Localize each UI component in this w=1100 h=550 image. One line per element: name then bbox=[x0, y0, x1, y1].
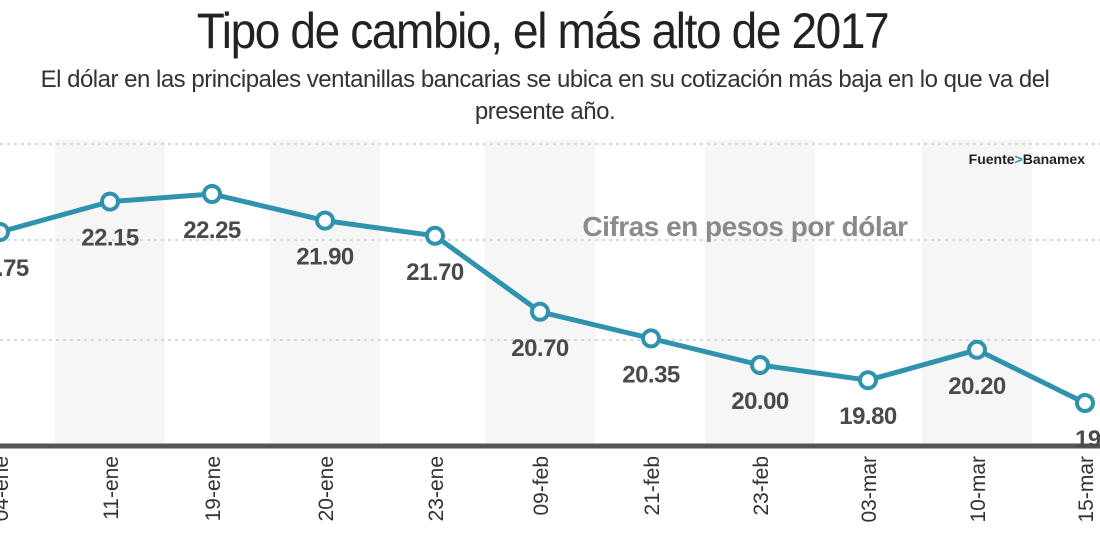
data-point bbox=[100, 191, 120, 212]
source-name: Banamex bbox=[1023, 151, 1085, 167]
x-tick-label: 21-feb bbox=[641, 456, 664, 516]
data-point bbox=[425, 225, 445, 246]
data-label: 19.80 bbox=[839, 403, 897, 430]
data-point bbox=[0, 222, 10, 242]
chart-title: Tipo de cambio, el más alto de 2017 bbox=[196, 3, 890, 59]
data-label: 20.00 bbox=[731, 388, 789, 415]
units-annotation: Cifras en pesos por dólar bbox=[582, 211, 908, 242]
data-point bbox=[858, 370, 878, 391]
column-band bbox=[705, 140, 815, 444]
data-point bbox=[967, 339, 987, 360]
column-band bbox=[485, 140, 595, 444]
column-band bbox=[270, 140, 380, 444]
x-tick-label: 23-feb bbox=[750, 456, 773, 516]
data-point bbox=[641, 328, 661, 349]
x-tick-label: 09-feb bbox=[530, 456, 553, 516]
x-tick-label: 03-mar bbox=[858, 456, 881, 523]
x-tick-label: 20-ene bbox=[315, 456, 338, 521]
data-label: 19.5 bbox=[1075, 426, 1100, 453]
data-point bbox=[750, 355, 770, 375]
data-label: 21.75 bbox=[0, 255, 29, 282]
chart-subtitle: El dólar en las principales ventanillas … bbox=[40, 66, 1050, 125]
data-point bbox=[202, 184, 222, 204]
column-band bbox=[922, 140, 1032, 444]
data-label: 22.15 bbox=[81, 225, 139, 252]
data-point bbox=[530, 301, 550, 322]
x-tick-label: 19-ene bbox=[202, 456, 225, 521]
data-point bbox=[315, 210, 335, 231]
column-band bbox=[55, 140, 165, 444]
x-tick-label: 04-ene bbox=[0, 456, 13, 521]
x-tick-label: 10-mar bbox=[967, 456, 990, 523]
data-label: 21.70 bbox=[406, 259, 464, 286]
source-note: Fuente>Banamex bbox=[969, 151, 1086, 167]
data-label: 20.20 bbox=[948, 373, 1006, 400]
x-tick-label: 15-mar bbox=[1075, 456, 1098, 523]
data-label: 22.25 bbox=[183, 217, 241, 244]
x-tick-label: 11-ene bbox=[100, 456, 123, 520]
source-label: Fuente bbox=[969, 151, 1015, 167]
x-tick-label: 23-ene bbox=[425, 456, 448, 521]
data-point bbox=[1075, 393, 1095, 413]
data-label: 21.90 bbox=[296, 244, 354, 271]
data-label: 20.35 bbox=[622, 361, 680, 388]
data-label: 20.70 bbox=[511, 335, 569, 362]
